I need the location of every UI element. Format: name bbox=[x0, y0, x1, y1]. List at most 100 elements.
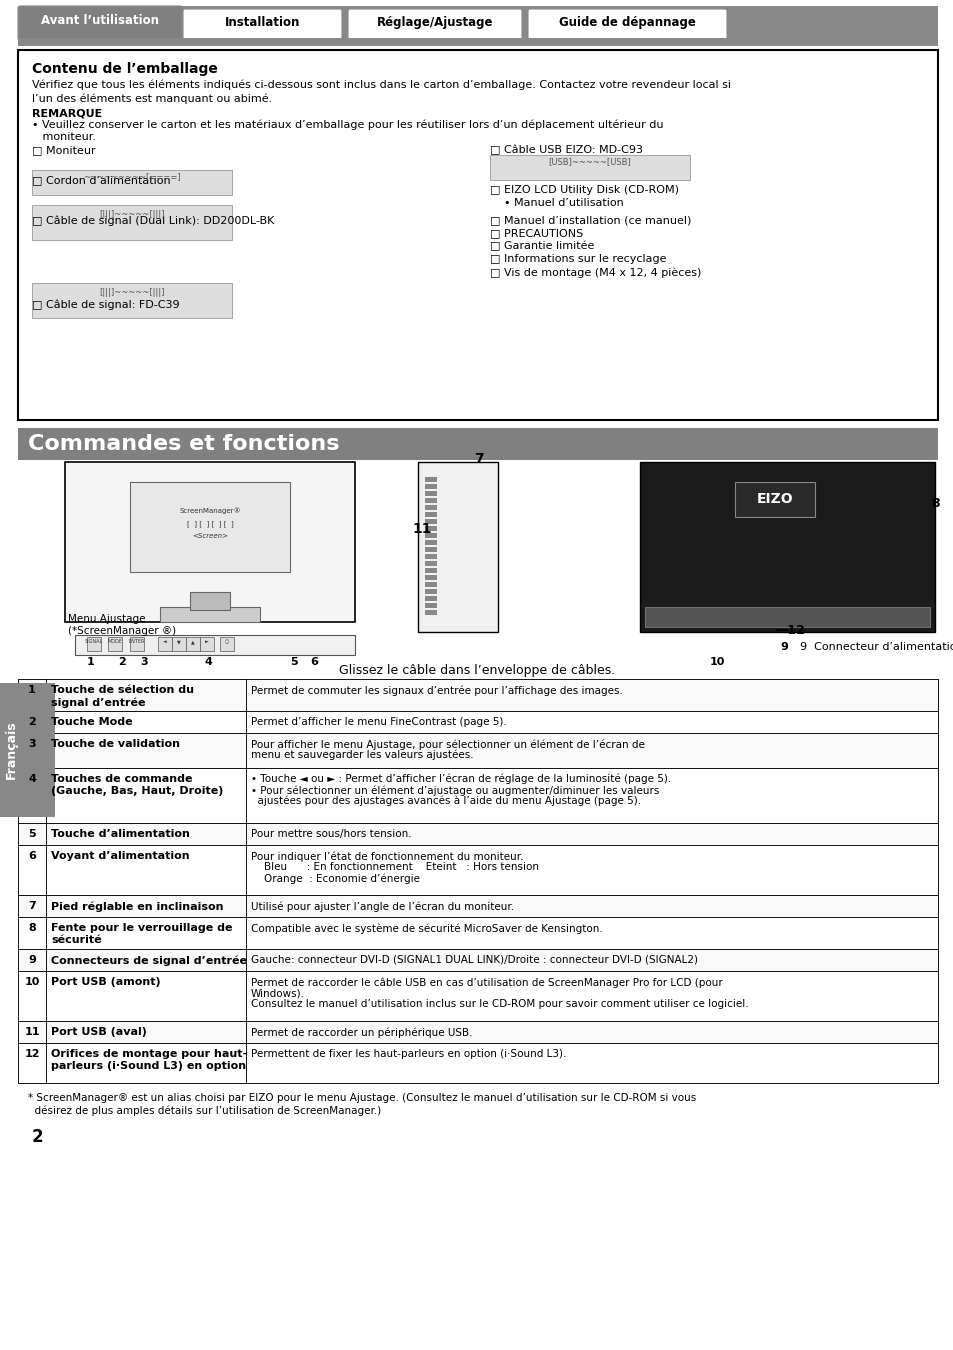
Bar bbox=[108, 637, 122, 651]
Text: SIGNAL: SIGNAL bbox=[85, 639, 103, 644]
Text: □ Garantie limitée: □ Garantie limitée bbox=[490, 242, 594, 251]
Text: 2: 2 bbox=[118, 657, 126, 667]
Bar bbox=[424, 505, 436, 510]
Bar bbox=[46, 768, 246, 824]
Bar bbox=[246, 845, 937, 895]
Text: Touches de commande: Touches de commande bbox=[51, 774, 193, 784]
Bar bbox=[424, 477, 436, 482]
Text: 1: 1 bbox=[87, 657, 94, 667]
Text: —12: —12 bbox=[774, 624, 804, 637]
Text: □ Câble de signal: FD-C39: □ Câble de signal: FD-C39 bbox=[32, 300, 179, 310]
Text: MODE: MODE bbox=[108, 639, 122, 644]
Bar bbox=[246, 768, 937, 824]
Text: Touche de validation: Touche de validation bbox=[51, 738, 180, 749]
Bar bbox=[424, 491, 436, 495]
Text: ~~~~~~~~~[====]: ~~~~~~~~~[====] bbox=[83, 171, 181, 181]
Bar bbox=[424, 575, 436, 580]
Bar bbox=[246, 971, 937, 1021]
Bar bbox=[424, 568, 436, 572]
Text: Consultez le manuel d’utilisation inclus sur le CD-ROM pour savoir comment utili: Consultez le manuel d’utilisation inclus… bbox=[251, 999, 748, 1008]
Bar bbox=[18, 895, 937, 917]
Bar bbox=[18, 949, 937, 971]
Text: Windows).: Windows). bbox=[251, 988, 305, 998]
Text: □ EIZO LCD Utility Disk (CD-ROM): □ EIZO LCD Utility Disk (CD-ROM) bbox=[490, 185, 679, 194]
Text: 1: 1 bbox=[28, 684, 36, 695]
Bar bbox=[18, 711, 937, 733]
Bar bbox=[424, 582, 436, 587]
Text: l’un des éléments est manquant ou abimé.: l’un des éléments est manquant ou abimé. bbox=[32, 93, 272, 104]
Text: ENTER: ENTER bbox=[129, 639, 145, 644]
Bar bbox=[130, 637, 144, 651]
Bar bbox=[18, 1021, 46, 1044]
FancyBboxPatch shape bbox=[183, 9, 341, 40]
Text: ajustées pour des ajustages avancés à l’aide du menu Ajustage (page 5).: ajustées pour des ajustages avancés à l’… bbox=[251, 796, 640, 806]
Bar bbox=[130, 482, 290, 572]
Bar bbox=[424, 595, 436, 601]
Text: □ Informations sur le recyclage: □ Informations sur le recyclage bbox=[490, 254, 666, 265]
Bar bbox=[490, 155, 689, 180]
Bar bbox=[160, 608, 260, 622]
Text: Compatible avec le système de sécurité MicroSaver de Kensington.: Compatible avec le système de sécurité M… bbox=[251, 923, 602, 933]
Bar bbox=[18, 845, 937, 895]
Bar bbox=[18, 733, 937, 768]
Bar bbox=[424, 554, 436, 559]
Text: 2: 2 bbox=[32, 1129, 44, 1146]
Text: 8: 8 bbox=[28, 923, 36, 933]
Bar bbox=[18, 917, 46, 949]
Text: sécurité: sécurité bbox=[51, 936, 102, 945]
Text: • Pour sélectionner un élément d’ajustage ou augmenter/diminuer les valeurs: • Pour sélectionner un élément d’ajustag… bbox=[251, 784, 659, 795]
Text: ▲: ▲ bbox=[191, 639, 194, 644]
Bar bbox=[18, 949, 46, 971]
Text: ScreenManager®: ScreenManager® bbox=[179, 508, 240, 513]
Bar bbox=[246, 949, 937, 971]
Text: ►: ► bbox=[205, 639, 209, 644]
Bar bbox=[18, 679, 46, 711]
Text: Pour indiquer l’état de fonctionnement du moniteur.: Pour indiquer l’état de fonctionnement d… bbox=[251, 850, 523, 861]
Bar bbox=[32, 205, 232, 240]
Text: Fente pour le verrouillage de: Fente pour le verrouillage de bbox=[51, 923, 233, 933]
Bar bbox=[18, 679, 937, 711]
Bar bbox=[424, 562, 436, 566]
Bar bbox=[424, 540, 436, 545]
Bar bbox=[18, 428, 937, 460]
Text: Touche de sélection du: Touche de sélection du bbox=[51, 684, 193, 695]
Text: Touche d’alimentation: Touche d’alimentation bbox=[51, 829, 190, 838]
Bar bbox=[200, 637, 213, 651]
Text: Commandes et fonctions: Commandes et fonctions bbox=[28, 433, 339, 454]
Text: [  ] [  ] [  ] [  ]: [ ] [ ] [ ] [ ] bbox=[187, 520, 233, 526]
Text: 4: 4 bbox=[28, 774, 36, 784]
Text: Guide de dépannage: Guide de dépannage bbox=[558, 16, 695, 28]
Bar bbox=[424, 518, 436, 524]
Bar bbox=[18, 1021, 937, 1044]
Bar bbox=[424, 547, 436, 552]
Bar bbox=[644, 608, 929, 626]
Bar bbox=[32, 170, 232, 194]
Bar bbox=[18, 971, 46, 1021]
Text: signal d’entrée: signal d’entrée bbox=[51, 697, 146, 707]
Text: □ Cordon d’alimentation: □ Cordon d’alimentation bbox=[32, 176, 171, 185]
Bar bbox=[46, 711, 246, 733]
Bar bbox=[246, 1044, 937, 1083]
Text: Pied réglable en inclinaison: Pied réglable en inclinaison bbox=[51, 900, 223, 911]
Text: Voyant d’alimentation: Voyant d’alimentation bbox=[51, 850, 190, 861]
Text: Gauche: connecteur DVI-D (SIGNAL1 DUAL LINK)/Droite : connecteur DVI-D (SIGNAL2): Gauche: connecteur DVI-D (SIGNAL1 DUAL L… bbox=[251, 954, 698, 965]
Text: Permet de raccorder un périphérique USB.: Permet de raccorder un périphérique USB. bbox=[251, 1027, 472, 1038]
Text: 10: 10 bbox=[709, 657, 724, 667]
Bar bbox=[18, 917, 937, 949]
Bar bbox=[46, 895, 246, 917]
Text: • Veuillez conserver le carton et les matériaux d’emballage pour les réutiliser : • Veuillez conserver le carton et les ma… bbox=[32, 120, 662, 142]
Bar bbox=[424, 610, 436, 616]
Text: Glissez le câble dans l’enveloppe de câbles.: Glissez le câble dans l’enveloppe de câb… bbox=[338, 664, 615, 676]
Text: Pour afficher le menu Ajustage, pour sélectionner un élément de l’écran de: Pour afficher le menu Ajustage, pour sél… bbox=[251, 738, 644, 749]
Text: ▼: ▼ bbox=[177, 639, 181, 644]
Text: ○: ○ bbox=[225, 639, 229, 644]
Text: • Touche ◄ ou ► : Permet d’afficher l’écran de réglage de la luminosité (page 5): • Touche ◄ ou ► : Permet d’afficher l’éc… bbox=[251, 774, 671, 784]
Bar bbox=[18, 733, 46, 768]
Bar bbox=[18, 50, 937, 420]
Bar bbox=[190, 593, 230, 610]
Text: □ Câble USB EIZO: MD-C93: □ Câble USB EIZO: MD-C93 bbox=[490, 144, 642, 155]
Text: 4: 4 bbox=[205, 657, 213, 667]
Text: Touche Mode: Touche Mode bbox=[51, 717, 132, 728]
Bar bbox=[18, 5, 937, 46]
Text: □ Câble de signal (Dual Link): DD200DL-BK: □ Câble de signal (Dual Link): DD200DL-B… bbox=[32, 215, 274, 225]
